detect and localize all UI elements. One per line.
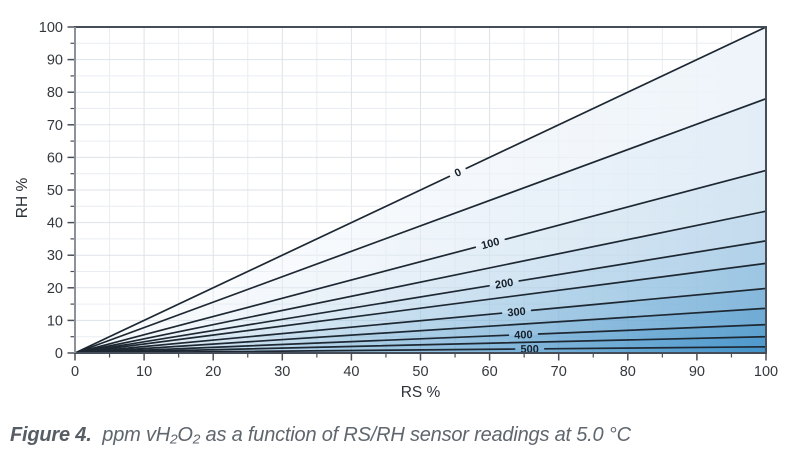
- y-tick-label: 60: [47, 150, 63, 166]
- y-tick-label: 50: [47, 183, 63, 199]
- x-tick-label: 50: [412, 364, 428, 380]
- y-tick-label: 20: [47, 281, 63, 297]
- y-tick-label: 30: [47, 248, 63, 264]
- contour-label-300-ppm: 300: [507, 306, 526, 320]
- contour-line-100-ppm: [74, 246, 477, 354]
- y-tick-label: 70: [47, 118, 63, 134]
- x-tick-label: 10: [136, 364, 152, 380]
- contour-line-100-ppm: [504, 169, 767, 241]
- x-tick-label: 60: [482, 364, 498, 380]
- x-axis-title: RS %: [401, 384, 441, 401]
- y-tick-label: 80: [47, 85, 63, 101]
- y-tick-label: 40: [47, 216, 63, 232]
- x-tick-label: 20: [205, 364, 221, 380]
- x-tick-label: 40: [343, 364, 359, 380]
- contour-line-0-ppm: [465, 26, 767, 170]
- contour-line-450-ppm: [74, 335, 767, 354]
- contour-line-300-ppm: [530, 287, 767, 312]
- contour-label-400-ppm: 400: [514, 329, 533, 342]
- contour-line-400-ppm: [74, 334, 510, 354]
- contour-label-0-ppm: 0: [453, 166, 464, 179]
- y-tick-label: 90: [47, 53, 63, 69]
- y-tick-label: 0: [55, 346, 63, 362]
- contour-line-layer: [74, 26, 767, 354]
- contour-line-500-ppm: [543, 345, 767, 350]
- contour-label-200-ppm: 200: [494, 277, 514, 292]
- contour-line-150-ppm: [74, 210, 767, 354]
- plot-frame: [74, 26, 767, 354]
- x-tick-label: 0: [71, 364, 79, 380]
- x-tick-label: 30: [274, 364, 290, 380]
- tick-layer: [67, 26, 767, 361]
- x-tick-label: 90: [689, 364, 705, 380]
- contour-line-250-ppm: [74, 262, 767, 354]
- contour-label-100-ppm: 100: [480, 236, 501, 252]
- x-tick-label: 70: [551, 364, 567, 380]
- contour-line-300-ppm: [74, 312, 503, 354]
- contour-line-50-ppm: [74, 97, 767, 354]
- contour-line-200-ppm: [74, 284, 490, 354]
- contour-line-400-ppm: [537, 323, 767, 335]
- contour-line-350-ppm: [74, 307, 767, 354]
- y-axis-title: RH %: [14, 178, 31, 219]
- contour-line-0-ppm: [74, 175, 451, 354]
- figure-caption-text: ppm vH₂O₂ as a function of RS/RH sensor …: [102, 424, 631, 446]
- figure-caption: Figure 4. ppm vH₂O₂ as a function of RS/…: [10, 424, 790, 447]
- x-tick-label: 100: [754, 364, 778, 380]
- y-tick-label: 10: [47, 313, 63, 329]
- contour-line-200-ppm: [518, 240, 767, 282]
- y-tick-label: 100: [39, 20, 63, 36]
- figure-caption-label: Figure 4.: [10, 424, 92, 446]
- tick-label-layer: 0 10 20 30 40 50 60 70 80 90 100 0 10 20 30 40 50 60 70 80 9…: [14, 20, 778, 401]
- x-tick-label: 80: [620, 364, 636, 380]
